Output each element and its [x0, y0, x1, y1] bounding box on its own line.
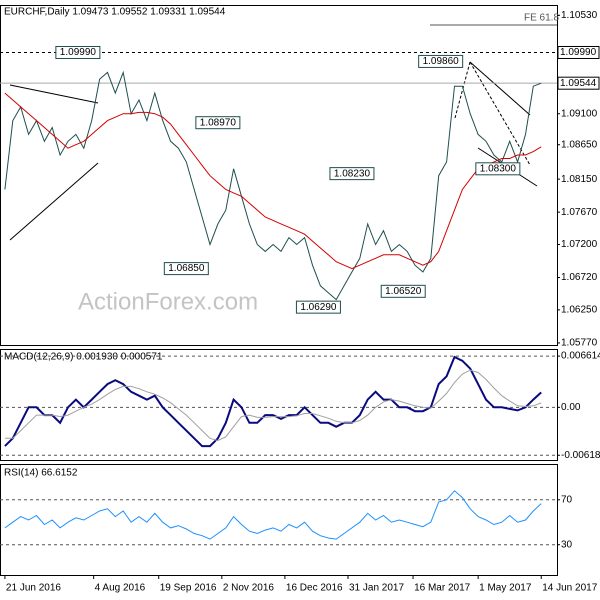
level-label: 1.09990	[560, 47, 597, 58]
y-tick-label: 1.08650	[561, 139, 598, 150]
y-tick-label: 0.00	[561, 402, 581, 413]
rsi-title: RSI(14) 66.6152	[4, 468, 78, 479]
price-label-box	[55, 45, 101, 59]
price-label: 1.06290	[300, 302, 337, 313]
y-tick-label: 30	[561, 539, 573, 550]
price-label: 1.09990	[60, 47, 97, 58]
y-tick-label: 1.06250	[561, 305, 598, 316]
price-label: 1.06850	[168, 263, 205, 274]
price-label-box	[295, 300, 341, 314]
level-box	[557, 45, 600, 59]
x-tick-label: 16 Dec 2016	[286, 583, 343, 594]
y-tick-label: 1.06720	[561, 272, 598, 283]
series-line	[4, 369, 542, 442]
trendline	[9, 162, 99, 241]
price-label: 1.06520	[385, 286, 422, 297]
fe-label: FE 61.8	[524, 13, 559, 24]
x-tick-label: 14 Jun 2017	[542, 583, 597, 594]
y-tick-label: 1.10530	[561, 10, 598, 21]
chart-title: EURCHF,Daily 1.09473 1.09552 1.09331 1.0…	[4, 7, 226, 18]
series-line	[4, 490, 542, 540]
price-label-box	[475, 162, 521, 176]
price-label-box	[329, 167, 375, 181]
y-tick-label: 1.09100	[561, 108, 598, 119]
price-label-box	[163, 262, 209, 276]
trendline	[9, 84, 99, 104]
x-tick-label: 31 Jan 2017	[349, 583, 404, 594]
y-tick-label: 0.006614	[561, 351, 600, 362]
price-label: 1.08230	[334, 168, 371, 179]
x-tick-label: 2 Nov 2016	[223, 583, 275, 594]
price-label: 1.09860	[423, 56, 460, 67]
macd-title: MACD(12,26,9) 0.001930 0.000571	[4, 352, 163, 363]
rsi-panel	[0, 464, 558, 576]
x-tick-label: 4 Aug 2016	[95, 583, 146, 594]
trendline	[454, 61, 471, 119]
price-label: 1.08970	[200, 117, 237, 128]
y-tick-label: 1.05770	[561, 338, 598, 349]
price-label-box	[380, 284, 426, 298]
x-tick-label: 21 Jun 2016	[6, 583, 61, 594]
x-tick-label: 19 Sep 2016	[160, 583, 217, 594]
x-tick-label: 16 Mar 2017	[414, 583, 471, 594]
watermark: ActionForex.com	[78, 288, 258, 315]
series-line	[4, 70, 542, 301]
y-tick-label: 70	[561, 494, 573, 505]
y-tick-label: 1.07670	[561, 207, 598, 218]
y-tick-label: 1.08150	[561, 174, 598, 185]
price-label-box	[195, 116, 241, 130]
macd-panel	[0, 349, 558, 461]
level-label: 1.09544	[560, 78, 597, 89]
price-label: 1.08300	[480, 163, 517, 174]
series-line	[4, 92, 542, 270]
price-panel	[0, 5, 558, 346]
series-line	[4, 355, 542, 448]
price-label-box	[418, 54, 464, 68]
trendline	[469, 61, 531, 116]
y-tick-label: 1.07200	[561, 239, 598, 250]
level-box	[557, 76, 600, 90]
x-tick-label: 1 May 2017	[479, 583, 532, 594]
